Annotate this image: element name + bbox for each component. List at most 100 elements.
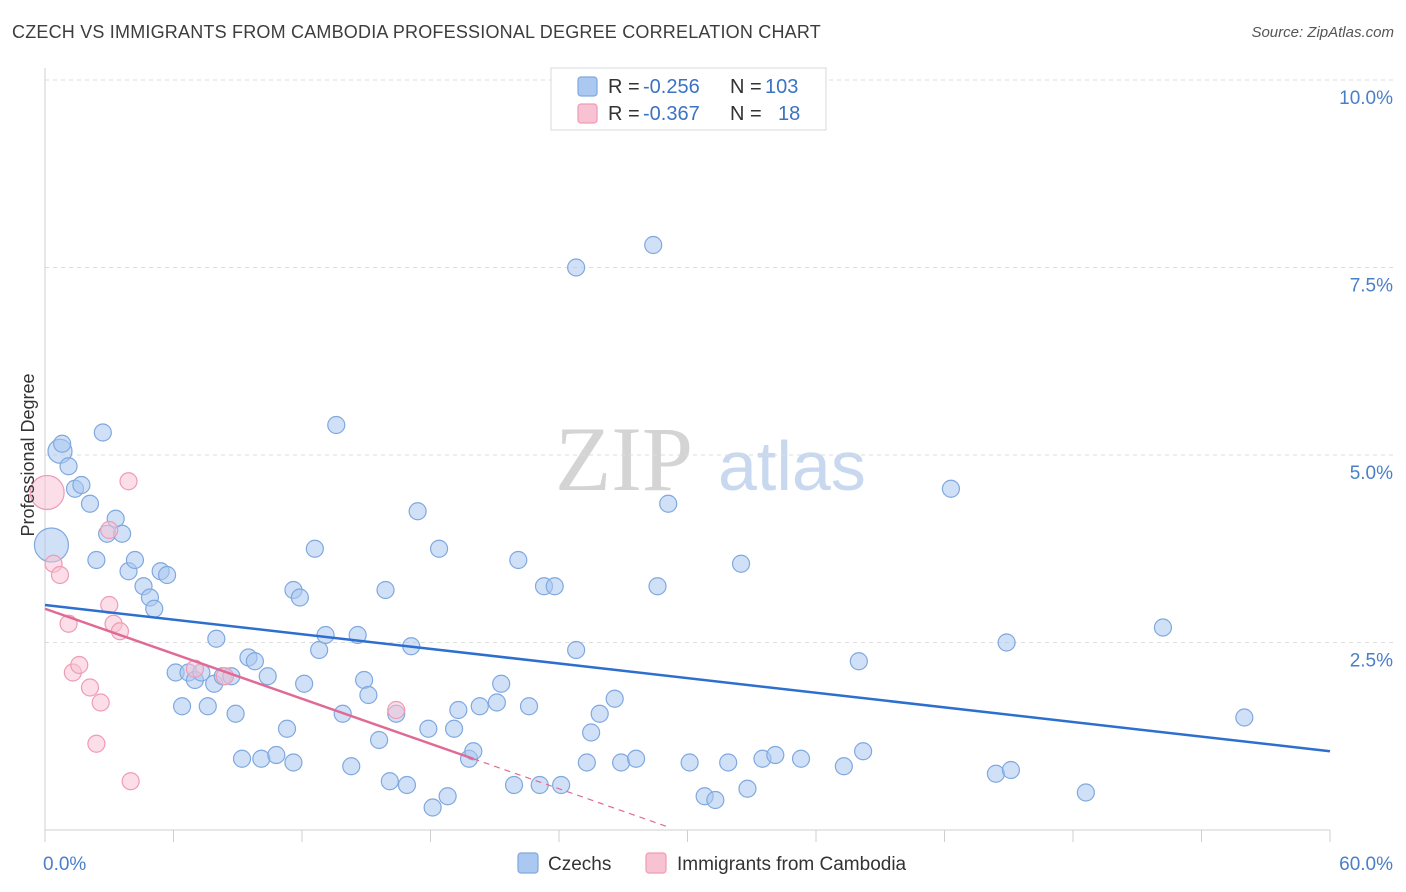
legend-n-value-2: 18: [778, 103, 800, 125]
cambodia-point-14: [121, 772, 140, 791]
cambodia-point-2: [50, 565, 70, 585]
czech-point-71: [530, 775, 549, 795]
czech-point-58: [423, 798, 442, 817]
czech-point-86: [680, 753, 699, 772]
czech-point-96: [834, 757, 853, 776]
czech-point-70: [519, 697, 539, 716]
czech-point-69: [509, 550, 528, 570]
czech-point-104: [1235, 708, 1254, 727]
czech-point-66: [487, 693, 506, 712]
czech-point-83: [644, 235, 663, 255]
czech-point-97: [849, 652, 868, 671]
legend-r-value-1: -0.256: [643, 76, 700, 98]
trend-lines: [44, 603, 1331, 827]
czech-point-73: [545, 577, 564, 596]
czech-point-85: [659, 494, 678, 513]
czech-point-51: [376, 580, 395, 600]
czech-point-33: [252, 749, 271, 768]
cambodia-point-0: [29, 474, 65, 511]
czech-point-102: [1076, 783, 1095, 802]
czech-trend-line: [44, 603, 1331, 753]
legend-swatch-czech: [577, 76, 598, 97]
czech-point-13: [125, 550, 145, 570]
czech-point-80: [605, 689, 624, 708]
czech-point-2: [53, 434, 72, 453]
czech-point-57: [419, 719, 438, 738]
czech-point-101: [1001, 760, 1020, 780]
y-tick-label-1: 5.0%: [1350, 463, 1393, 484]
czech-point-49: [359, 685, 378, 705]
czech-point-7: [87, 550, 106, 570]
czech-point-56: [408, 502, 427, 521]
czech-point-5: [72, 475, 91, 495]
czech-point-95: [791, 749, 811, 768]
axes: [44, 68, 1331, 842]
czech-point-65: [470, 697, 489, 716]
czech-point-62: [449, 700, 468, 720]
czech-point-81: [612, 753, 631, 772]
watermark-zip: ZIP: [555, 408, 693, 510]
czech-point-30: [232, 749, 252, 768]
czech-point-41: [305, 539, 324, 558]
czech-point-82: [626, 749, 646, 768]
czech-point-39: [290, 588, 309, 607]
czech-point-24: [198, 697, 217, 716]
cambodia-point-9: [100, 520, 119, 540]
y-tick-label-2: 7.5%: [1350, 276, 1393, 297]
czech-point-74: [552, 775, 571, 795]
legend-n-value-1: 103: [765, 76, 798, 98]
legend-r-label-2: R =: [608, 103, 640, 125]
gridlines: [45, 79, 1395, 643]
bottom-legend-swatch-czech: [517, 852, 539, 874]
czech-point-48: [355, 670, 374, 690]
cambodia-point-13: [119, 472, 138, 491]
chart-title: CZECH VS IMMIGRANTS FROM CAMBODIA PROFES…: [12, 22, 821, 42]
czech-point-89: [719, 753, 738, 772]
stats-legend: R = -0.256 N = 103 R = -0.367 N = 18: [550, 67, 827, 131]
cambodia-point-8: [91, 693, 110, 712]
czech-point-32: [245, 652, 264, 671]
czech-point-105: [997, 633, 1016, 652]
czech-point-94: [766, 745, 785, 765]
czech-point-52: [380, 772, 399, 791]
y-tick-label-0: 2.5%: [1350, 651, 1393, 672]
czech-point-88: [706, 790, 725, 810]
czech-point-20: [172, 697, 192, 716]
czech-point-16: [145, 599, 164, 618]
czech-point-54: [397, 775, 417, 795]
czech-point-67: [492, 674, 511, 693]
legend-n-label-2: N =: [730, 103, 762, 125]
czech-point-26: [207, 629, 226, 648]
cambodia-trend-extension: [473, 758, 667, 827]
bottom-legend-czech: Czechs: [548, 854, 611, 875]
series-legend: Czechs Immigrants from Cambodia: [517, 852, 907, 875]
czech-point-29: [226, 704, 245, 723]
czech-point-90: [731, 554, 751, 573]
czech-point-34: [258, 667, 277, 686]
czech-point-61: [444, 719, 464, 738]
czech-point-79: [590, 704, 609, 723]
chart-source: Source: ZipAtlas.com: [1251, 24, 1394, 41]
legend-n-label-1: N =: [730, 76, 762, 98]
czech-point-103: [1153, 618, 1173, 637]
czech-point-75: [577, 753, 596, 772]
czech-points: [33, 82, 1254, 817]
czech-point-100: [986, 764, 1006, 783]
czech-point-18: [157, 565, 177, 585]
x-tick-label-1: 60.0%: [1339, 854, 1393, 875]
czech-point-50: [370, 730, 389, 750]
czech-point-40: [295, 674, 314, 693]
czech-point-77: [567, 640, 586, 660]
cambodia-trend-line: [44, 607, 474, 760]
x-tick-label-0: 0.0%: [43, 854, 86, 875]
cambodia-point-5: [70, 655, 89, 675]
czech-point-98: [854, 742, 873, 761]
czech-point-84: [648, 577, 667, 596]
czech-point-6: [80, 494, 100, 513]
y-axis-label: Professional Degree: [18, 373, 38, 536]
czech-point-99: [941, 479, 961, 498]
legend-r-label-1: R =: [608, 76, 640, 98]
czech-point-68: [504, 775, 524, 795]
legend-r-value-2: -0.367: [643, 103, 700, 125]
